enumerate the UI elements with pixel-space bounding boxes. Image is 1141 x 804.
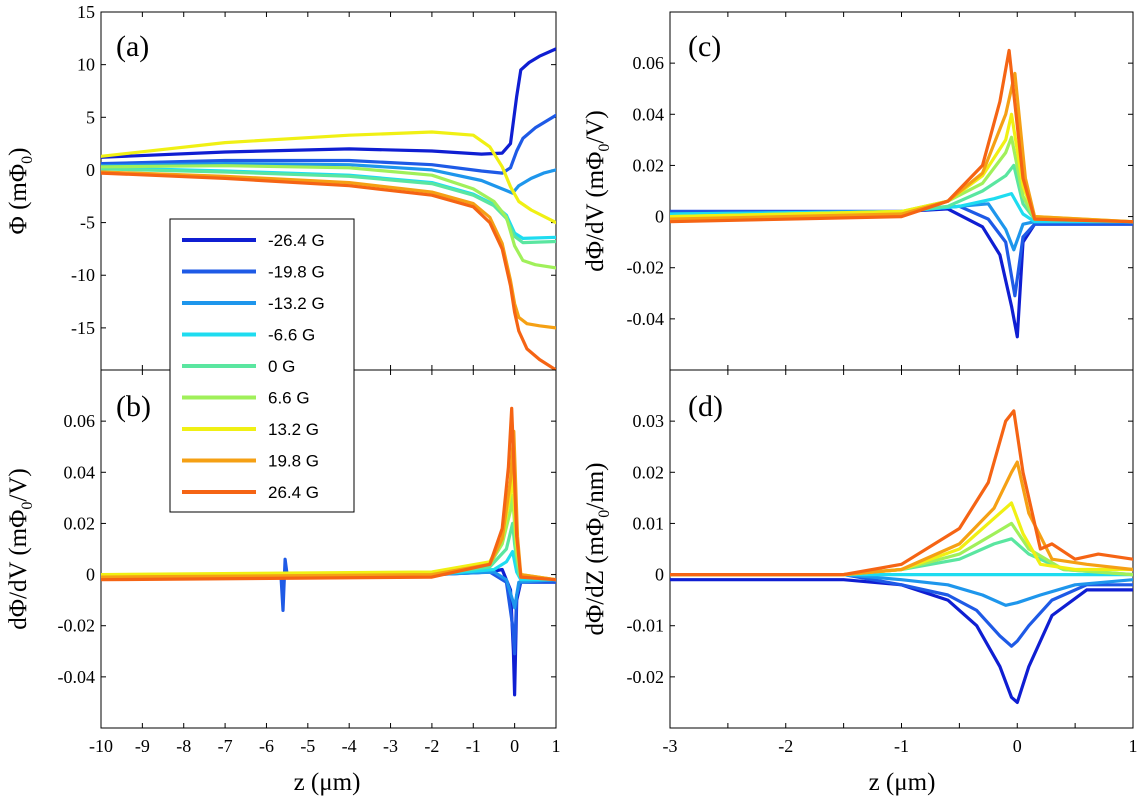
panel-b-xtick-label: -2 xyxy=(424,736,439,756)
panel-b-xtick-label: -10 xyxy=(89,736,113,756)
panel-c-ytick-label: -0.04 xyxy=(627,309,665,329)
panel-c: 0.06 0.04 0.02 0 -0.02 -0.04 (c) dΦ/dV (mΦ0/V) xyxy=(582,11,1134,371)
series-line-c--26.4G xyxy=(670,207,1133,339)
panel-a-ytick-label: 0 xyxy=(86,160,95,180)
panel-b-ytick-label: 0.02 xyxy=(64,513,96,533)
legend-entry-label: -13.2 G xyxy=(268,294,325,313)
panel-a-ylabel: Φ (mΦ0) xyxy=(5,148,36,235)
series-line-d--26.4G xyxy=(670,578,1133,704)
panel-a-ytick-label: 15 xyxy=(77,2,95,22)
series-line-a--13.2G xyxy=(101,162,556,195)
panel-b-xtick-label: -4 xyxy=(342,736,357,756)
series-line-a-6.6G xyxy=(101,164,556,270)
legend: -26.4 G -19.8 G -13.2 G -6.6 G 0 G 6.6 G 13.2 … xyxy=(169,218,355,513)
panel-d: 0.03 0.02 0.01 0 -0.01 -0.02 -3 -2 -1 0 1 (d) dΦ/dZ … xyxy=(582,369,1138,756)
panel-b-ytick-label: 0 xyxy=(86,565,95,585)
panel-d-xtick-label: -1 xyxy=(894,736,909,756)
legend-entry-label: 0 G xyxy=(268,357,295,376)
legend-entry-label: 6.6 G xyxy=(268,389,310,408)
panel-a: 15 10 5 0 -5 -10 -15 (a) Φ (mΦ0) xyxy=(5,2,557,371)
panel-b: 0.060.040.020-0.02-0.04-10 -9 -8 -7 -6 -5 -4 -3… xyxy=(5,369,561,756)
series-line-d-26.4G xyxy=(670,409,1133,577)
series-line-c-19.8G xyxy=(670,71,1133,224)
panel-d-xtick-label: -3 xyxy=(663,736,678,756)
panel-c-ytick-label: 0.04 xyxy=(633,104,665,124)
series-line-a-13.2G xyxy=(101,130,556,225)
panel-b-ylabel: dΦ/dV (mΦ0/V) xyxy=(5,468,36,629)
legend-entry-label: 13.2 G xyxy=(268,420,319,439)
x-axis-label-right: z (μm) xyxy=(869,769,936,796)
panel-a-ytick-label: 5 xyxy=(86,107,95,127)
panel-d-label: (d) xyxy=(688,390,723,423)
series-line-d-19.8G xyxy=(670,460,1133,577)
legend-entry-label: -19.8 G xyxy=(268,263,325,282)
panel-d-ytick-label: 0 xyxy=(655,565,664,585)
series-line-a-19.8G xyxy=(101,170,556,330)
legend-entry-label: 26.4 G xyxy=(268,483,319,502)
panel-b-xtick-label: -1 xyxy=(466,736,481,756)
series-line-c-26.4G xyxy=(670,48,1133,224)
panel-a-ytick-label: -10 xyxy=(71,265,95,285)
panel-b-label: (b) xyxy=(116,390,151,423)
series-line-d--13.2G xyxy=(670,573,1133,607)
series-line-a-0G xyxy=(101,167,556,245)
panel-a-label: (a) xyxy=(116,30,149,63)
panel-c-label: (c) xyxy=(688,30,721,63)
series-line-a--26.4G xyxy=(101,47,556,159)
panel-c-ytick-label: 0.06 xyxy=(633,53,665,73)
legend-entry-label: -26.4 G xyxy=(268,231,325,250)
panel-a-series-group xyxy=(101,47,556,370)
panel-b-xtick-label: -3 xyxy=(383,736,398,756)
panel-b-xtick-label: -8 xyxy=(176,736,191,756)
panel-b-ytick-label: 0.04 xyxy=(64,462,96,482)
series-line-b--26.4G xyxy=(101,567,556,697)
panel-c-ytick-label: 0 xyxy=(655,207,664,227)
panel-b-xtick-label: -5 xyxy=(300,736,315,756)
series-line-d--19.8G xyxy=(670,573,1133,648)
panel-d-frame xyxy=(669,369,1134,729)
panel-c-frame xyxy=(669,11,1134,371)
series-line-c-13.2G xyxy=(670,112,1133,224)
panel-d-series-group xyxy=(670,409,1133,704)
panel-a-ytick-label: 10 xyxy=(77,55,95,75)
panel-d-ytick-label: -0.01 xyxy=(627,616,665,636)
panel-a-ytick-label: -15 xyxy=(71,318,95,338)
panel-b-ytick-label: -0.04 xyxy=(58,667,96,687)
panel-c-ylabel: dΦ/dV (mΦ0/V) xyxy=(582,110,613,271)
panel-b-xtick-label: 0 xyxy=(510,736,519,756)
panel-c-ytick-label: 0.02 xyxy=(633,155,665,175)
panel-b-xtick-label: 1 xyxy=(552,736,561,756)
panel-b-xtick-label: -9 xyxy=(135,736,150,756)
legend-entry-label: 19.8 G xyxy=(268,452,319,471)
series-line-c-6.6G xyxy=(670,135,1133,224)
panel-b-ytick-label: 0.06 xyxy=(64,411,96,431)
panel-c-ytick-label: -0.02 xyxy=(627,258,665,278)
panel-d-ytick-label: 0.02 xyxy=(633,462,665,482)
panel-d-ytick-label: 0.03 xyxy=(633,411,665,431)
panel-d-xtick-label: 1 xyxy=(1129,736,1138,756)
panel-d-xtick-label: 0 xyxy=(1013,736,1022,756)
series-line-a-26.4G xyxy=(101,171,556,370)
panel-d-ylabel: dΦ/dZ (mΦ0/nm) xyxy=(582,462,613,635)
legend-entry-label: -6.6 G xyxy=(268,326,315,345)
series-line-b-26.4G xyxy=(101,406,556,582)
panel-c-series-group xyxy=(670,48,1133,339)
panel-b-ytick-label: -0.02 xyxy=(58,616,96,636)
panel-d-ytick-label: 0.01 xyxy=(633,513,665,533)
panel-b-series-group xyxy=(101,406,556,697)
panel-b-xtick-label: -7 xyxy=(218,736,233,756)
panel-d-ytick-label: -0.02 xyxy=(627,667,665,687)
series-line-a--19.8G xyxy=(101,113,556,175)
x-axis-label-left: z (μm) xyxy=(294,769,361,796)
panel-a-ytick-label: -5 xyxy=(80,213,95,233)
panel-d-xtick-label: -2 xyxy=(778,736,793,756)
panel-b-xtick-label: -6 xyxy=(259,736,274,756)
